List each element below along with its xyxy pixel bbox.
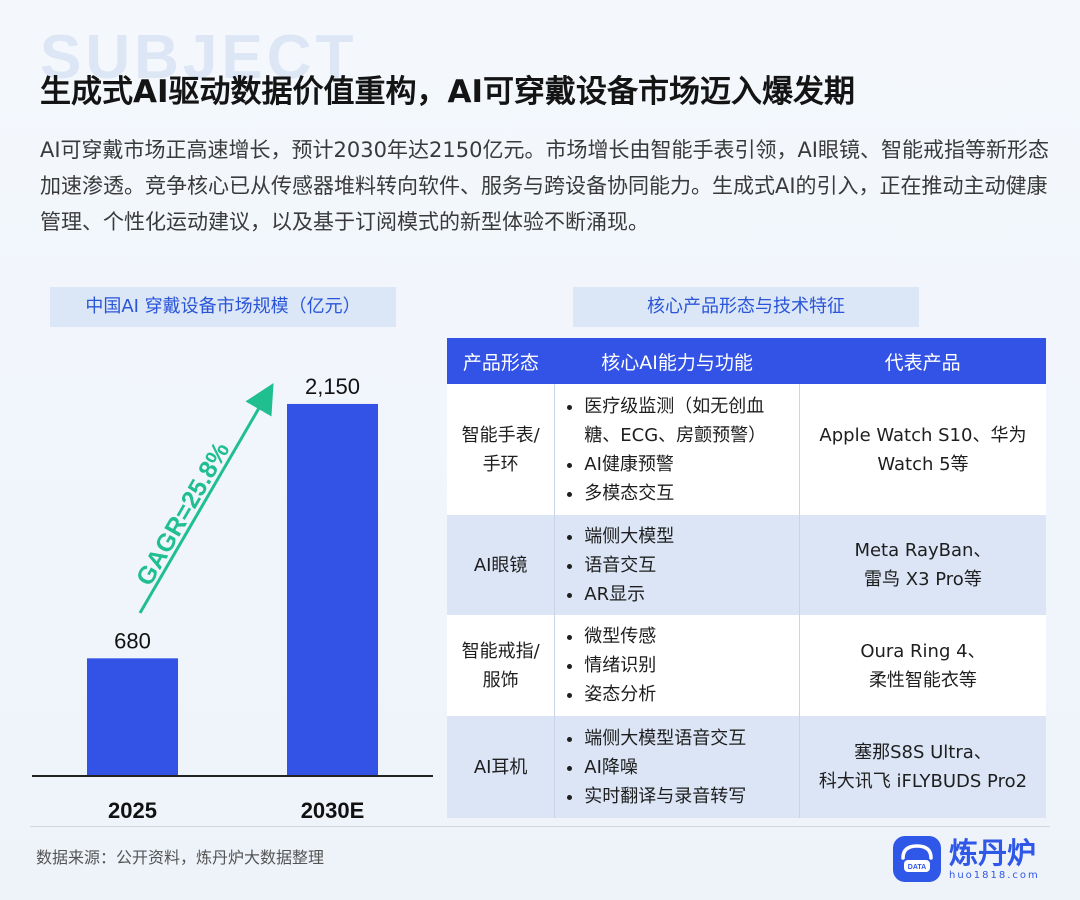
feature-item: 姿态分析 xyxy=(584,680,798,709)
bar-value-label: 2,150 xyxy=(305,374,360,399)
logo-url: huo1818.com xyxy=(949,870,1040,881)
feature-item: AI降噪 xyxy=(584,753,798,782)
footer-divider xyxy=(30,826,1050,827)
watermark-text: SUBJECT xyxy=(40,23,358,92)
feature-item: AI健康预警 xyxy=(584,450,798,479)
feature-item: 语音交互 xyxy=(584,551,798,580)
bar-value-label: 680 xyxy=(114,628,151,653)
table-cell-form: 智能手表/ 手环 xyxy=(447,384,555,515)
logo-badge-text: DATA xyxy=(908,864,926,871)
table-header-features: 核心AI能力与功能 xyxy=(554,338,800,384)
table-row: AI眼镜 端侧大模型 语音交互 AR显示 Meta RayBan、 雷鸟 X3 … xyxy=(447,515,1046,615)
feature-item: 多模态交互 xyxy=(584,479,798,508)
feature-item: 端侧大模型语音交互 xyxy=(584,724,798,753)
table-cell-features: 端侧大模型 语音交互 AR显示 xyxy=(554,515,800,615)
feature-item: AR显示 xyxy=(584,580,798,609)
data-source: 数据来源：公开资料，炼丹炉大数据整理 xyxy=(36,848,325,867)
page-title: 生成式AI驱动数据价值重构，AI可穿戴设备市场迈入爆发期 xyxy=(40,74,856,110)
table-header-form: 产品形态 xyxy=(447,338,555,384)
category-label: 2025 xyxy=(108,798,157,823)
table-cell-features: 微型传感 情绪识别 姿态分析 xyxy=(554,615,800,716)
feature-item: 端侧大模型 xyxy=(584,522,798,551)
feature-item: 实时翻译与录音转写 xyxy=(584,782,798,811)
table-cell-products: Meta RayBan、 雷鸟 X3 Pro等 xyxy=(798,515,1046,615)
feature-item: 医疗级监测（如无创血糖、ECG、房颤预警） xyxy=(584,392,798,450)
table-cell-products: Oura Ring 4、 柔性智能衣等 xyxy=(798,615,1046,716)
market-size-chart: 680 2025 2,150 2030E GAGR=25.8% xyxy=(32,374,433,823)
bar-2025 xyxy=(87,658,178,776)
table-section-label: 核心产品形态与技术特征 xyxy=(573,287,919,327)
table-row: 智能戒指/ 服饰 微型传感 情绪识别 姿态分析 Oura Ring 4、 柔性智… xyxy=(447,615,1046,716)
logo-name: 炼丹炉 xyxy=(949,836,1037,870)
category-label: 2030E xyxy=(301,798,365,823)
logo-mark-icon: DATA xyxy=(893,836,941,882)
page-description: AI可穿戴市场正高速增长，预计2030年达2150亿元。市场增长由智能手表引领，… xyxy=(40,138,1050,234)
table-cell-products: 塞那S8S Ultra、 科大讯飞 iFLYBUDS Pro2 xyxy=(798,716,1046,818)
table-header-row: 产品形态 核心AI能力与功能 代表产品 xyxy=(447,338,1046,384)
growth-annotation: GAGR=25.8% xyxy=(131,438,235,591)
table-cell-form: AI眼镜 xyxy=(447,515,555,615)
chart-section-label: 中国AI 穿戴设备市场规模（亿元） xyxy=(50,287,396,327)
table-cell-features: 端侧大模型语音交互 AI降噪 实时翻译与录音转写 xyxy=(554,716,800,818)
table-row: 智能手表/ 手环 医疗级监测（如无创血糖、ECG、房颤预警） AI健康预警 多模… xyxy=(447,384,1046,515)
growth-arrow xyxy=(138,383,274,614)
table-cell-products: Apple Watch S10、华为Watch 5等 xyxy=(798,384,1046,515)
table-cell-form: AI耳机 xyxy=(447,716,555,818)
bar-2030E xyxy=(287,403,378,776)
table-row: AI耳机 端侧大模型语音交互 AI降噪 实时翻译与录音转写 塞那S8S Ultr… xyxy=(447,716,1046,818)
table-header-products: 代表产品 xyxy=(799,338,1046,384)
feature-item: 微型传感 xyxy=(584,622,798,651)
brand-logo: DATA 炼丹炉 huo1818.com xyxy=(893,836,1053,886)
product-table: 产品形态 核心AI能力与功能 代表产品 智能手表/ 手环 医疗级监测（如无创血糖… xyxy=(447,338,1046,818)
table-cell-features: 医疗级监测（如无创血糖、ECG、房颤预警） AI健康预警 多模态交互 xyxy=(554,384,800,515)
feature-item: 情绪识别 xyxy=(584,651,798,680)
table-cell-form: 智能戒指/ 服饰 xyxy=(447,615,555,716)
